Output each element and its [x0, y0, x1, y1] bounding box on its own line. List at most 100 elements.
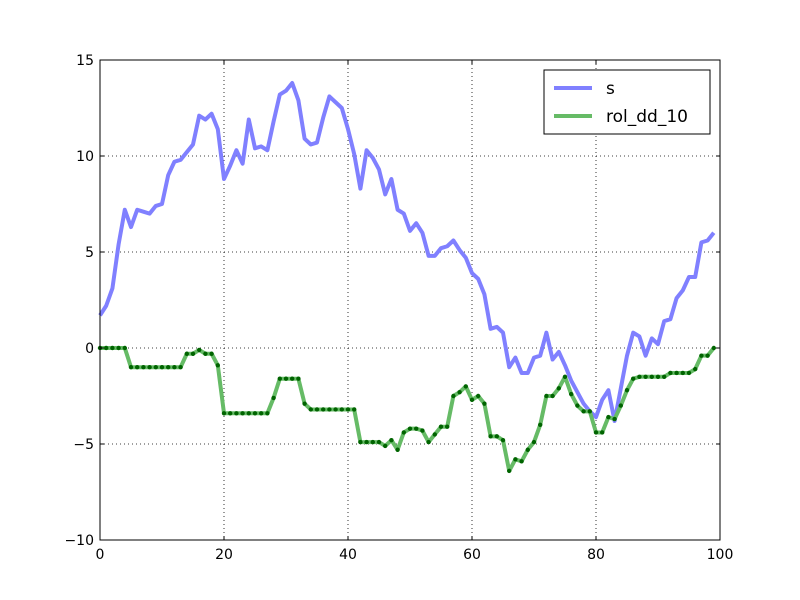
data-point [476, 393, 481, 399]
data-point [283, 376, 289, 381]
data-point [438, 424, 444, 429]
data-point [624, 388, 630, 393]
axis-ticks: 0 20 40 60 80 100 −10 −5 0 5 10 15 [64, 53, 733, 563]
plot-area [100, 60, 720, 540]
data-point [519, 459, 524, 464]
y-tick-label: −10 [64, 533, 94, 549]
data-point [581, 409, 586, 414]
data-point [649, 374, 654, 379]
data-point [525, 447, 530, 452]
data-point [432, 432, 437, 437]
series-line-rol-dd-10 [100, 346, 716, 473]
data-point [637, 374, 642, 379]
data-point [507, 468, 512, 474]
data-point [290, 376, 295, 381]
data-point [135, 365, 140, 370]
data-point [643, 374, 648, 379]
x-tick-label: 60 [463, 547, 481, 563]
data-point [265, 411, 270, 416]
data-point [401, 430, 406, 435]
data-point [469, 397, 475, 403]
data-point [314, 407, 320, 412]
data-point [197, 347, 202, 353]
data-point [531, 439, 537, 445]
data-point [705, 353, 710, 358]
data-point [321, 407, 326, 412]
data-point [556, 386, 561, 391]
data-point [445, 424, 450, 429]
y-tick-label: 15 [76, 53, 94, 69]
data-point [395, 447, 400, 452]
data-point [104, 345, 109, 351]
data-point [612, 416, 617, 422]
data-point [494, 434, 499, 439]
data-point [693, 366, 698, 372]
data-point [569, 391, 574, 397]
data-point [128, 365, 134, 370]
y-tick-label: −5 [73, 437, 94, 453]
legend: s rol_dd_10 [543, 69, 711, 135]
data-point [302, 401, 307, 406]
data-point [457, 389, 462, 395]
data-point [215, 363, 220, 368]
data-point [618, 403, 623, 408]
data-point [110, 345, 115, 351]
y-tick-label: 10 [76, 149, 94, 165]
data-point [339, 407, 344, 412]
legend-label: rol_dd_10 [606, 107, 688, 127]
data-point [327, 407, 332, 412]
data-point [333, 407, 338, 412]
data-point [228, 411, 233, 416]
data-point [699, 353, 704, 358]
data-point [686, 370, 692, 376]
data-point [252, 411, 258, 416]
data-point [544, 393, 549, 399]
data-point [308, 407, 313, 412]
data-point [178, 365, 183, 370]
y-tick-label: 5 [85, 245, 94, 261]
data-point [600, 430, 605, 435]
data-point [234, 411, 239, 416]
data-point [680, 370, 685, 376]
legend-label: s [606, 79, 615, 99]
data-point [655, 374, 661, 379]
plot-frame [99, 59, 721, 541]
data-point [246, 411, 251, 416]
data-point [296, 376, 301, 381]
data-point [203, 351, 208, 356]
data-point [482, 401, 487, 406]
data-point [159, 365, 165, 370]
data-point [662, 374, 667, 379]
data-point [147, 365, 152, 370]
data-point [575, 403, 580, 408]
series-layer [97, 81, 716, 474]
data-point [190, 351, 196, 356]
data-point [358, 439, 363, 445]
data-point [513, 457, 518, 462]
data-point [221, 411, 227, 416]
data-point [674, 370, 679, 376]
x-tick-label: 0 [96, 547, 105, 563]
data-point [463, 384, 468, 389]
data-point [277, 376, 282, 381]
data-point [172, 365, 177, 370]
data-point [606, 414, 611, 420]
data-point [389, 437, 394, 443]
series-line-s [98, 81, 716, 423]
data-point [631, 376, 636, 381]
data-point [166, 365, 171, 370]
x-tick-label: 20 [215, 547, 233, 563]
data-point [451, 393, 456, 399]
data-point [364, 439, 369, 445]
data-point [550, 393, 555, 399]
data-point [538, 422, 543, 427]
data-point [587, 409, 592, 414]
data-point [562, 374, 568, 379]
data-point [209, 351, 214, 356]
data-point [352, 407, 357, 412]
x-tick-label: 80 [587, 547, 605, 563]
data-point [488, 434, 493, 439]
legend-box [543, 69, 711, 135]
data-point [668, 370, 673, 376]
